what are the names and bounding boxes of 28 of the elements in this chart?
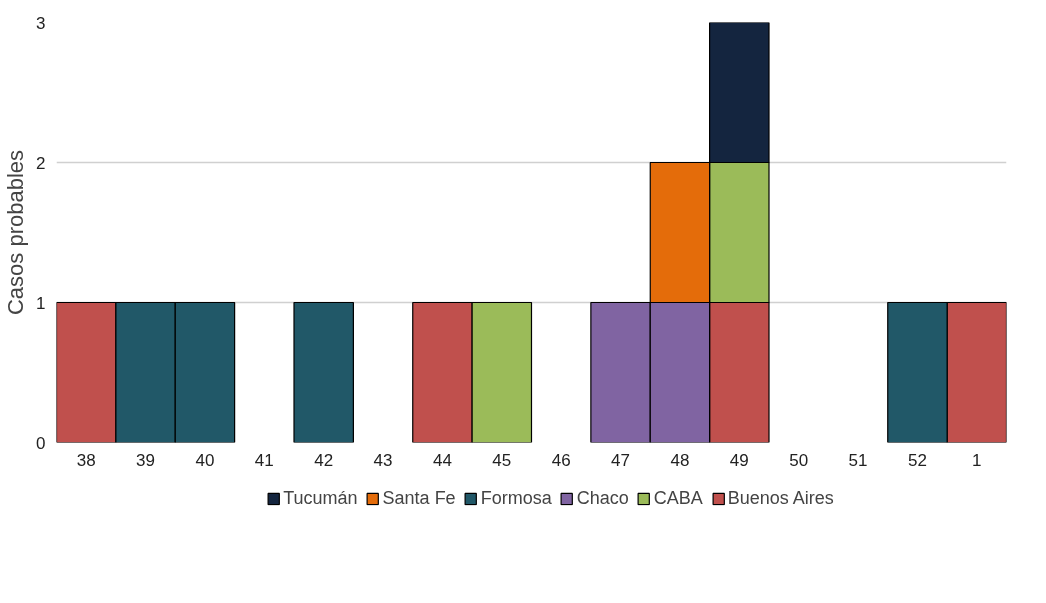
x-tick-label: 40	[195, 450, 215, 470]
x-tick-label: 51	[848, 450, 868, 470]
x-tick-label: 48	[670, 450, 690, 470]
legend-label: CABA	[653, 487, 703, 509]
y-tick-label: 3	[36, 13, 46, 33]
legend-label: Buenos Aires	[727, 487, 834, 509]
x-tick-label: 47	[611, 450, 631, 470]
legend-label: Tucumán	[283, 487, 358, 509]
x-tick-label: 1	[972, 450, 982, 470]
x-tick-label: 42	[314, 450, 334, 470]
x-tick-label: 52	[907, 450, 927, 470]
x-tick-label: 44	[432, 450, 452, 470]
legend-label: Formosa	[480, 487, 552, 509]
bar	[293, 301, 354, 443]
x-tick-label: 39	[136, 450, 156, 470]
x-tick-label: 43	[373, 450, 393, 470]
y-tick-label: 2	[36, 153, 46, 173]
x-tick-label: 45	[492, 450, 512, 470]
y-tick-label: 1	[36, 293, 46, 313]
x-tick-label: 50	[789, 450, 809, 470]
legend-label: Chaco	[576, 487, 629, 509]
y-tick-label: 0	[36, 433, 46, 453]
legend-label: Santa Fe	[382, 487, 456, 509]
y-axis-title: Casos probables	[3, 149, 29, 316]
x-tick-label: 49	[729, 450, 749, 470]
x-tick-label: 46	[551, 450, 571, 470]
x-tick-label: 38	[76, 450, 96, 470]
x-tick-label: 41	[254, 450, 274, 470]
